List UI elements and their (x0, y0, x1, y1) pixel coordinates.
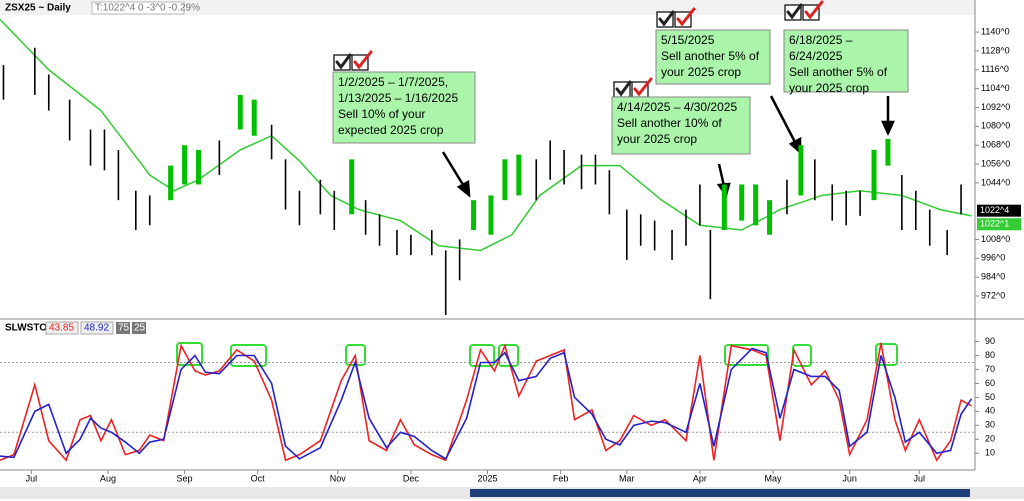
stoch-line (0, 342, 972, 462)
y-tick-label: 1080^0 (981, 121, 1010, 131)
x-tick-label: Dec (403, 473, 420, 483)
annotation-text: your 2025 crop (661, 65, 741, 79)
annotation-text: Sell 10% of your (338, 107, 425, 121)
indicator-title: SLWSTO (5, 323, 47, 334)
y-tick-label: 70 (985, 364, 995, 374)
y-tick-label: 80 (985, 350, 995, 360)
legend-label: 43.85 (49, 323, 74, 334)
x-tick-label: Aug (100, 473, 116, 483)
annotation-text: 1/2/2025 – 1/7/2025, (338, 75, 448, 89)
level-label: 25 (134, 323, 146, 334)
y-tick-label: 30 (985, 420, 995, 430)
y-tick-label: 1116^0 (981, 64, 1009, 74)
y-tick-label: 1044^0 (981, 177, 1010, 187)
x-tick-label: Jun (842, 473, 857, 483)
y-tick-label: 1140^0 (981, 26, 1010, 36)
legend-box (45, 321, 79, 335)
last-price-box (977, 218, 1021, 231)
annotation-text: expected 2025 crop (338, 123, 444, 137)
quote-box (91, 1, 185, 15)
annotation-text: Sell another 10% of (617, 116, 722, 130)
legend-box (132, 322, 146, 334)
x-tick-label: Jul (26, 473, 38, 483)
stoch-highlights (176, 342, 898, 367)
legend-label: 48.92 (84, 323, 109, 334)
annotation-text: Sell another 5% of (661, 49, 760, 63)
annotation-text: 4/14/2025 – 4/30/2025 (617, 100, 737, 114)
legend-box (80, 321, 114, 335)
quote: T:1022^4 0 -3^0 -0.29% (95, 3, 200, 14)
y-tick-label: 90 (985, 336, 995, 346)
x-tick-label: Apr (693, 473, 707, 483)
scrollbar-thumb[interactable] (470, 489, 970, 497)
y-tick-label: 50 (985, 392, 995, 402)
annotation-text: 5/15/2025 (661, 33, 715, 47)
x-tick-label: Feb (553, 473, 569, 483)
y-tick-label: 1092^0 (981, 102, 1010, 112)
annotation-text: your 2025 crop (617, 132, 697, 146)
annotation-text: your 2025 crop (789, 81, 869, 95)
y-tick-label: 1008^0 (981, 234, 1010, 244)
y-tick-label: 60 (985, 378, 995, 388)
legend-box (116, 322, 130, 334)
x-tick-label: 2025 (477, 473, 497, 483)
y-tick-label: 984^0 (981, 272, 1005, 282)
level-label: 75 (118, 323, 130, 334)
annotation-text: 1/13/2025 – 1/16/2025 (338, 91, 458, 105)
moving-average (0, 18, 972, 252)
x-tick-label: Oct (251, 473, 266, 483)
y-tick-label: 996^0 (981, 253, 1005, 263)
x-tick-label: Nov (330, 473, 347, 483)
stoch-line (0, 347, 973, 460)
annotation-text: Sell another 5% of (789, 65, 888, 79)
x-tick-label: Jul (914, 473, 926, 483)
x-tick-label: Mar (619, 473, 635, 483)
last-price-label: 1022^1 (980, 219, 1009, 229)
y-tick-label: 1128^0 (981, 45, 1010, 55)
annotation-box (655, 29, 771, 85)
x-tick-label: Sep (177, 473, 193, 483)
last-price-box (977, 204, 1021, 217)
header-bar (0, 0, 975, 15)
last-price-label: 1022^4 (980, 205, 1009, 215)
annotation-text: 6/18/2025 – (789, 33, 853, 47)
y-tick-label: 972^0 (981, 290, 1005, 300)
annotation-box (611, 96, 751, 155)
y-tick-label: 1068^0 (981, 140, 1010, 150)
x-tick-label: May (765, 473, 783, 483)
annotation-text: 6/24/2025 (789, 49, 843, 63)
annotation-box (783, 29, 909, 93)
y-tick-label: 40 (985, 406, 995, 416)
y-tick-label: 20 (985, 434, 995, 444)
y-tick-label: 1056^0 (981, 158, 1010, 168)
y-tick-label: 1104^0 (981, 83, 1010, 93)
chart-title: ZSX25 ~ Daily (5, 3, 71, 14)
y-tick-label: 10 (985, 448, 995, 458)
annotation-box (332, 71, 476, 144)
check-marks (335, 0, 824, 97)
